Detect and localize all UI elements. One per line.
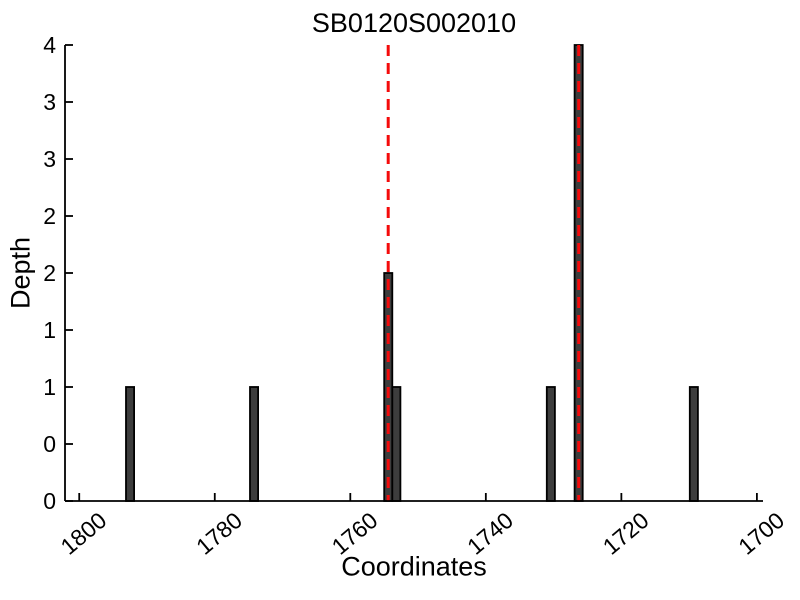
y-tick-label: 2 [43,260,56,286]
y-tick-label: 4 [43,32,56,58]
x-tick-label: 1720 [598,507,654,560]
y-tick-label: 3 [43,146,56,172]
bar [249,386,260,502]
bar [125,386,136,502]
x-tick-label: 1740 [462,507,518,560]
bar [391,386,402,502]
y-tick-label: 0 [43,431,56,457]
bar [688,386,699,502]
y-tick-label: 0 [43,488,56,514]
x-tick-label: 1780 [191,507,247,560]
bar [545,386,556,502]
x-tick-label: 1800 [56,507,112,560]
y-tick-label: 2 [43,203,56,229]
y-tick-label: 3 [43,89,56,115]
x-tick-label: 1760 [327,507,383,560]
y-tick-label: 1 [43,374,56,400]
x-axis-label: Coordinates [341,551,487,582]
chart-title: SB0120S002010 [311,8,517,38]
x-tick-label: 1700 [733,507,789,560]
y-tick-label: 1 [43,317,56,343]
